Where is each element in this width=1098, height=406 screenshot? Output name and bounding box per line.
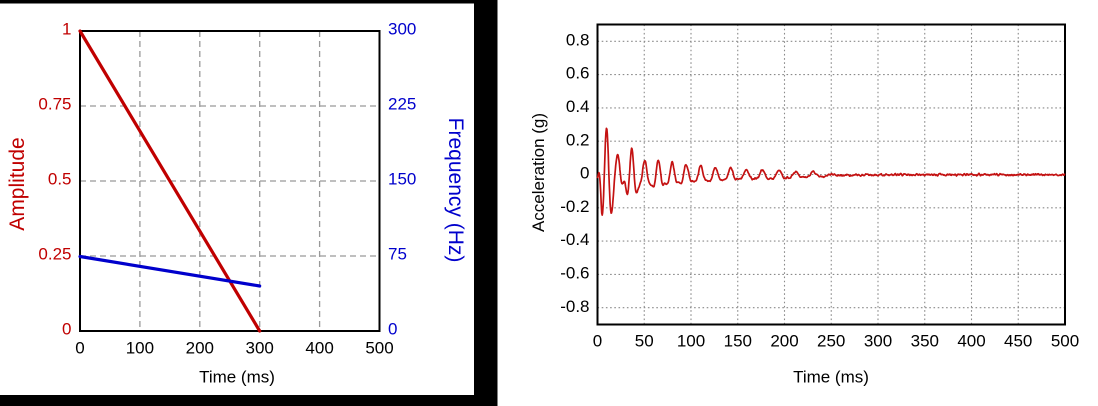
svg-text:200: 200 (770, 332, 798, 351)
svg-text:0.5: 0.5 (48, 170, 72, 189)
svg-text:75: 75 (388, 244, 407, 263)
svg-text:-0.8: -0.8 (560, 297, 589, 316)
svg-text:500: 500 (365, 339, 393, 358)
svg-text:0.4: 0.4 (566, 97, 590, 116)
svg-text:500: 500 (1051, 332, 1079, 351)
svg-text:0.25: 0.25 (38, 245, 71, 264)
svg-text:-0.2: -0.2 (560, 197, 589, 216)
svg-text:350: 350 (911, 332, 939, 351)
svg-text:-0.6: -0.6 (560, 264, 589, 283)
svg-text:1: 1 (62, 20, 71, 39)
svg-text:Time (ms): Time (ms) (199, 368, 275, 387)
svg-text:400: 400 (305, 339, 333, 358)
svg-text:450: 450 (1004, 332, 1032, 351)
svg-text:0: 0 (62, 320, 71, 339)
svg-text:400: 400 (957, 332, 985, 351)
svg-text:150: 150 (724, 332, 752, 351)
svg-text:200: 200 (186, 339, 214, 358)
svg-text:300: 300 (246, 339, 274, 358)
svg-text:250: 250 (817, 332, 845, 351)
svg-text:Frequency (Hz): Frequency (Hz) (444, 118, 467, 263)
svg-text:Time (ms): Time (ms) (793, 368, 869, 387)
svg-text:Amplitude: Amplitude (6, 137, 29, 230)
svg-text:0: 0 (593, 332, 602, 351)
svg-text:0.8: 0.8 (566, 30, 590, 49)
svg-text:0: 0 (388, 319, 397, 338)
svg-text:150: 150 (388, 169, 416, 188)
svg-text:225: 225 (388, 94, 416, 113)
svg-text:-0.4: -0.4 (560, 230, 589, 249)
svg-text:100: 100 (677, 332, 705, 351)
svg-text:100: 100 (126, 339, 154, 358)
svg-text:0: 0 (580, 164, 589, 183)
svg-text:50: 50 (635, 332, 654, 351)
svg-text:Acceleration (g): Acceleration (g) (529, 113, 548, 232)
svg-text:0.75: 0.75 (38, 95, 71, 114)
svg-text:300: 300 (388, 19, 416, 38)
svg-text:0: 0 (75, 339, 84, 358)
svg-text:0.2: 0.2 (566, 130, 590, 149)
svg-text:300: 300 (864, 332, 892, 351)
svg-text:0.6: 0.6 (566, 64, 590, 83)
